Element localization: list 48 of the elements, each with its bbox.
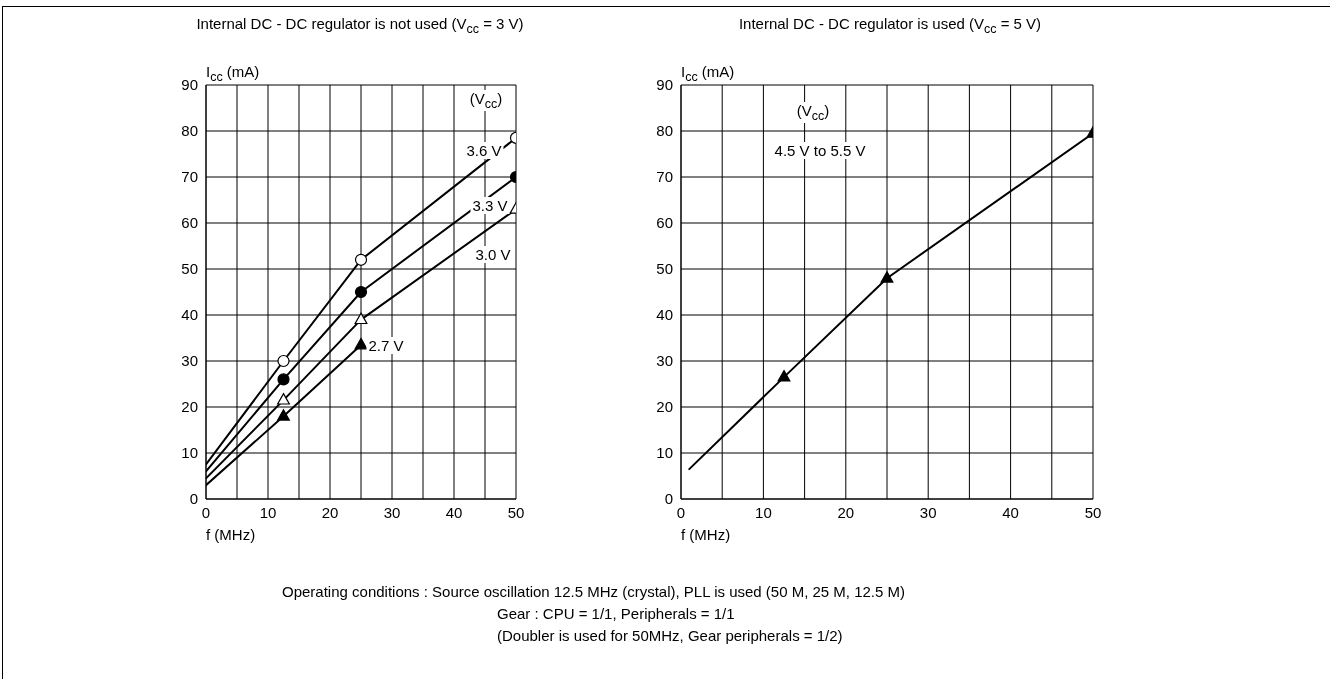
y-tick-label: 90 [181,76,198,94]
y-tick-label: 40 [181,306,198,324]
legend-title: (V$_{cc}$) [467,90,505,111]
y-tick-label: 40 [656,306,673,324]
y-tick-label: 10 [181,444,198,462]
y-tick-label: 50 [656,260,673,278]
y-tick-label: 80 [181,122,198,140]
x-tick-label: 0 [201,503,211,521]
x-tick-label: 50 [507,503,525,521]
series-label: 2.7 V [366,337,406,354]
y-axis-title: I$_{cc}$ (mA) [206,63,260,84]
x-tick-label: 40 [1002,503,1019,521]
y-tick-label: 0 [664,490,673,508]
series-label: 3.6 V [464,142,504,159]
y-axis-title: I$_{cc}$ (mA) [681,63,735,84]
y-tick-label: 50 [181,260,198,278]
chart-title: Internal DC - DC regulator is used (V$_{cc}$ = 5 V) [738,15,1042,36]
y-tick-label: 90 [656,76,673,94]
y-tick-label: 30 [181,352,198,370]
y-tick-label: 10 [656,444,673,462]
x-axis-title: f (MHz) [681,526,731,543]
x-tick-label: 20 [837,503,855,521]
y-tick-label: 80 [656,122,673,140]
y-tick-label: 70 [181,168,198,186]
text: 4.5 V to 5.5 V [772,142,868,159]
series-label: 3.0 V [473,246,513,263]
text: Gear : CPU = 1/1, Peripherals = 1/1 [497,605,735,622]
x-tick-label: 10 [755,503,772,521]
y-tick-label: 30 [656,352,673,370]
text: Operating conditions : Source oscillation 12.5 MHz (crystal), PLL is used (50 M, 25 M, 12.5 M) [282,583,906,600]
text: (Doubler is used for 50MHz, Gear peripherals = 1/2) [497,627,843,644]
x-tick-label: 30 [383,503,401,521]
x-tick-label: 0 [676,503,686,521]
series-label: 3.3 V [470,197,510,214]
x-tick-label: 50 [1084,503,1102,521]
y-tick-label: 20 [181,398,198,416]
x-tick-label: 30 [919,503,937,521]
chart-title: Internal DC - DC regulator is not used (V$_{cc}$ = 3 V) [196,15,524,36]
x-tick-label: 10 [259,503,277,521]
y-tick-label: 60 [656,214,673,232]
y-tick-label: 20 [656,398,673,416]
legend-title: (V$_{cc}$) [794,102,832,123]
y-tick-label: 0 [189,490,198,508]
x-tick-label: 40 [445,503,463,521]
y-tick-label: 60 [181,214,198,232]
x-axis-title: f (MHz) [206,526,256,543]
y-tick-label: 70 [656,168,673,186]
x-tick-label: 20 [321,503,339,521]
